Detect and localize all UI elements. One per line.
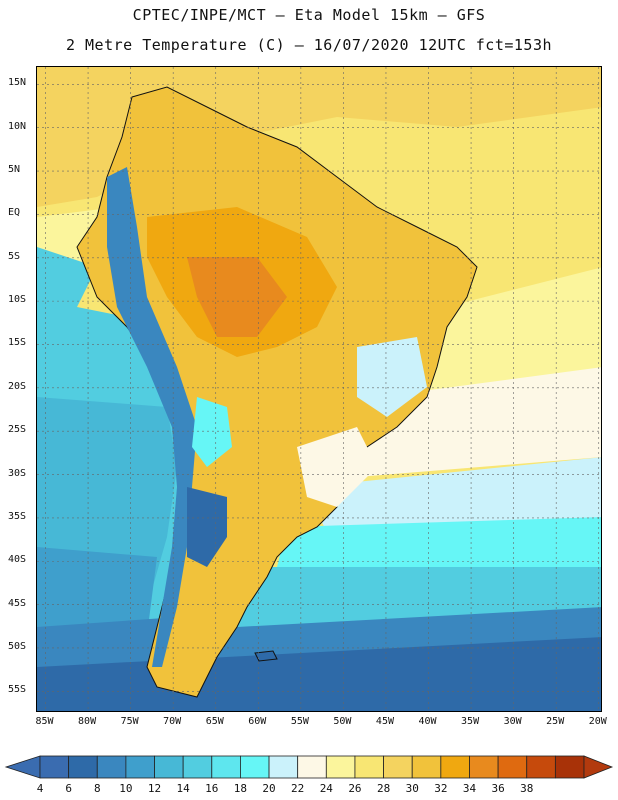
colorbar-cell — [411, 755, 442, 779]
temperature-map — [36, 66, 602, 712]
andes-cold-strip — [107, 167, 197, 667]
lat-tick-label: 10N — [8, 120, 27, 132]
lon-tick-label: 50W — [333, 716, 352, 727]
colorbar-cell — [39, 755, 70, 779]
colorbar-cell — [497, 755, 528, 779]
map-canvas — [37, 67, 601, 711]
lon-tick-label: 60W — [248, 716, 267, 727]
lat-tick-label: 15S — [8, 337, 27, 349]
colorbar-high-arrow — [583, 755, 614, 779]
colorbar-tick-label: 16 — [205, 782, 219, 795]
lon-tick-label: 85W — [35, 716, 54, 727]
colorbar-cell — [68, 755, 98, 779]
map-title: CPTEC/INPE/MCT – Eta Model 15km – GFS — [132, 6, 486, 24]
colorbar-tick-label: 18 — [233, 782, 248, 795]
lat-tick-label: EQ — [8, 207, 21, 219]
atlantic-cooler-band — [237, 567, 601, 627]
map-grid — [37, 67, 601, 711]
minas-gerais-cool-zone — [357, 337, 427, 417]
colorbar-cell — [182, 755, 213, 779]
colorbar-tick-label: 4 — [36, 782, 44, 795]
colorbar-tick-label: 10 — [119, 782, 133, 795]
lon-tick-label: 80W — [78, 716, 97, 727]
lat-tick-label: 20S — [8, 380, 27, 392]
lat-tick-label: 25S — [8, 424, 27, 436]
colorbar-tick-label: 32 — [434, 782, 448, 795]
colorbar-cell — [211, 755, 241, 779]
colorbar-cell — [325, 755, 356, 779]
lon-tick-label: 30W — [503, 716, 522, 727]
lat-tick-label: 50S — [8, 640, 27, 652]
colorbar-tick-label: 24 — [319, 782, 333, 795]
colorbar-cell — [440, 755, 470, 779]
colorbar-tick-label: 38 — [520, 782, 534, 795]
lon-tick-label: 55W — [290, 716, 309, 727]
colorbar-cell — [554, 755, 585, 779]
temperature-colorbar — [4, 755, 614, 779]
colorbar-cell — [154, 755, 184, 779]
altiplano-cool-zone — [192, 397, 232, 467]
lon-tick-label: 40W — [418, 716, 437, 727]
map-subtitle: 2 Metre Temperature (C) – 16/07/2020 12U… — [65, 36, 553, 54]
colorbar-tick-label: 8 — [93, 782, 101, 795]
lat-tick-label: 5N — [8, 164, 21, 176]
colorbar-tick-label: 20 — [262, 782, 276, 795]
lat-tick-label: 5S — [8, 250, 21, 262]
colorbar-tick-label: 28 — [376, 782, 391, 795]
colorbar-cell — [268, 755, 299, 779]
colorbar-tick-label: 36 — [491, 782, 505, 795]
mato-grosso-hot-zone — [187, 257, 287, 337]
colorbar-tick-label: 22 — [291, 782, 305, 795]
lon-tick-label: 65W — [205, 716, 224, 727]
lat-tick-label: 35S — [8, 510, 27, 522]
lat-tick-label: 30S — [8, 467, 27, 479]
colorbar-cell — [354, 755, 384, 779]
falkland-islands — [254, 650, 278, 662]
lat-tick-label: 10S — [8, 294, 27, 306]
lat-tick-label: 40S — [8, 554, 27, 566]
lon-tick-label: 70W — [163, 716, 182, 727]
colorbar-tick-label: 6 — [65, 782, 72, 795]
lon-tick-label: 25W — [546, 716, 565, 727]
colorbar-cell — [125, 755, 155, 779]
colorbar-cell — [297, 755, 327, 779]
lon-tick-label: 75W — [120, 716, 139, 727]
lat-tick-label: 45S — [8, 597, 27, 609]
lon-tick-label: 20W — [588, 716, 607, 727]
lon-tick-label: 35W — [461, 716, 480, 727]
colorbar-cell — [526, 755, 556, 779]
lat-tick-label: 15N — [8, 77, 27, 89]
colorbar-tick-label: 26 — [348, 782, 362, 795]
colorbar-cell — [96, 755, 127, 779]
colorbar-cell — [383, 755, 413, 779]
patagonia-cold-zone — [187, 487, 227, 567]
lat-tick-label: 55S — [8, 684, 27, 696]
colorbar-low-arrow — [4, 755, 41, 779]
colorbar-tick-label: 34 — [462, 782, 477, 795]
colorbar-cell — [240, 755, 270, 779]
colorbar-cell — [469, 755, 499, 779]
southern-brazil-mild-zone — [297, 427, 377, 507]
lon-tick-label: 45W — [375, 716, 394, 727]
colorbar-tick-label: 12 — [147, 782, 162, 795]
colorbar-tick-label: 30 — [405, 782, 419, 795]
colorbar-tick-label: 14 — [176, 782, 190, 795]
